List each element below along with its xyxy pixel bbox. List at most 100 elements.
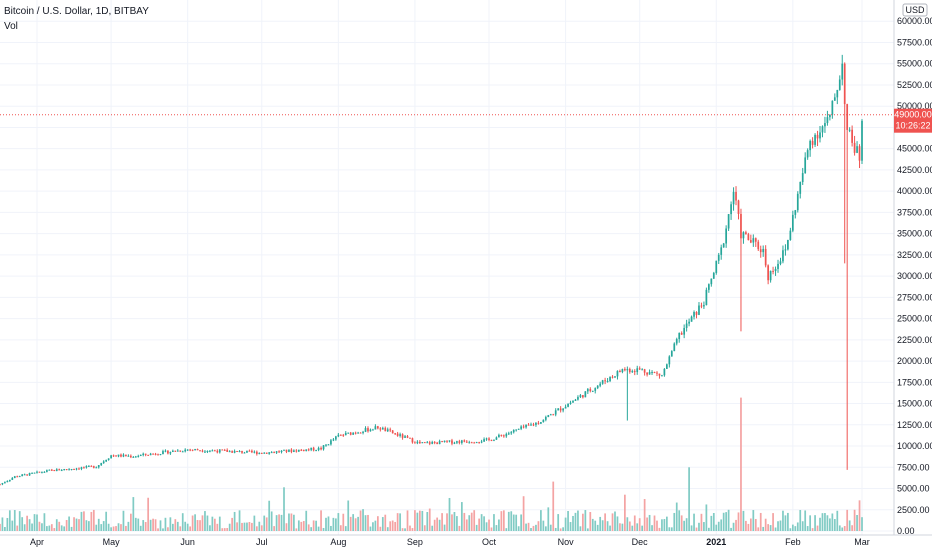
candle-body — [132, 456, 135, 458]
volume-bar — [710, 515, 713, 531]
volume-bar — [668, 527, 671, 531]
price-tick-label: 15000.00 — [897, 399, 932, 409]
candle-body — [619, 370, 621, 373]
volume-bar — [73, 517, 75, 531]
volume-bar — [406, 510, 409, 531]
volume-bar — [320, 510, 322, 531]
candle-body — [16, 476, 19, 478]
volume-bar — [60, 525, 63, 531]
volume-bar — [339, 525, 342, 531]
volume-bar — [409, 525, 411, 531]
volume-bar — [16, 525, 19, 531]
volume-bar — [92, 509, 95, 531]
candle-body — [594, 388, 597, 391]
candle-body — [127, 455, 130, 457]
candle-body — [740, 213, 742, 239]
volume-bar — [703, 522, 705, 531]
volume-bar — [139, 525, 142, 531]
volume-bar — [720, 519, 723, 531]
candle-body — [194, 449, 196, 451]
candle-body — [344, 432, 347, 436]
volume-bar — [779, 520, 782, 531]
candle-body — [209, 450, 211, 452]
price-tick-label: 17500.00 — [897, 377, 932, 387]
price-tick-label: 0.00 — [897, 526, 915, 536]
symbol-title[interactable]: Bitcoin / U.S. Dollar, 1D, BITBAY — [4, 6, 149, 17]
candle-body — [742, 232, 745, 239]
candle-body — [767, 265, 770, 281]
candle-body — [678, 333, 681, 340]
candle-body — [8, 479, 11, 481]
candle-body — [596, 385, 599, 389]
candle-body — [695, 312, 698, 315]
candle-body — [386, 429, 389, 432]
volume-bar — [663, 519, 666, 531]
volume-bar — [841, 527, 844, 531]
volume-bar — [204, 511, 206, 531]
volume-bar — [332, 517, 335, 531]
candle-body — [557, 408, 560, 411]
volume-label[interactable]: Vol — [4, 21, 18, 32]
volume-bar — [369, 526, 372, 531]
volume-bar — [335, 518, 337, 531]
candle-body — [381, 427, 384, 430]
candle-body — [181, 451, 184, 453]
candle-body — [312, 447, 315, 451]
price-tick-label: 7500.00 — [897, 462, 930, 472]
candle-body — [438, 441, 441, 445]
candle-body — [838, 79, 841, 90]
candle-body — [530, 424, 532, 426]
candle-body — [554, 410, 557, 415]
volume-bar — [542, 520, 545, 531]
volume-bar — [167, 527, 169, 531]
volume-bar — [712, 513, 715, 531]
candle-body — [283, 449, 285, 451]
candle-body — [527, 424, 530, 426]
candle-body — [129, 455, 132, 458]
volume-bar — [856, 514, 858, 531]
volume-bar — [285, 523, 288, 531]
volume-bar — [349, 516, 352, 531]
volume-bar — [846, 509, 849, 531]
candle-body — [426, 442, 429, 444]
volume-bar — [774, 527, 777, 531]
candle-body — [389, 429, 392, 431]
volume-bar — [379, 526, 382, 531]
volume-bar — [636, 523, 639, 531]
volume-bar — [680, 515, 683, 531]
volume-bar — [246, 522, 248, 531]
volume-bar — [297, 520, 300, 531]
candle-body — [653, 372, 656, 374]
time-axis[interactable]: Apr May Jun Jul Aug Sep Oct Nov Dec 2021 Feb Mar — [0, 534, 932, 547]
candle-body — [614, 376, 616, 378]
price-axis[interactable]: 0.00 2500.00 5000.00 7500.00 10000.00 12500.0… — [897, 16, 932, 536]
volume-bar — [421, 510, 424, 531]
candle-body — [199, 450, 201, 452]
candle-body — [157, 454, 159, 456]
candle-body — [263, 452, 266, 454]
volume-bar — [829, 518, 831, 531]
candle-body — [700, 305, 703, 307]
candle-body — [226, 449, 229, 452]
volume-bar — [231, 517, 233, 531]
volume-bar — [248, 521, 251, 531]
price-tick-label: 57500.00 — [897, 37, 932, 47]
volume-bar — [624, 494, 626, 531]
currency-label: USD — [905, 5, 925, 15]
volume-bar — [438, 519, 441, 531]
volume-bar — [411, 528, 414, 531]
volume-bar — [416, 512, 419, 531]
candle-body — [409, 437, 411, 439]
volume-bar — [90, 511, 93, 531]
volume-bar — [112, 526, 115, 531]
volume-bar — [110, 527, 112, 531]
candle-body — [196, 449, 199, 451]
volume-bar — [357, 516, 359, 531]
volume-bar — [633, 515, 636, 531]
candle-body — [473, 442, 476, 444]
volume-bar — [206, 515, 209, 531]
volume-bar — [330, 525, 332, 531]
candle-body — [218, 449, 221, 453]
currency-badge[interactable]: USD — [902, 3, 928, 17]
